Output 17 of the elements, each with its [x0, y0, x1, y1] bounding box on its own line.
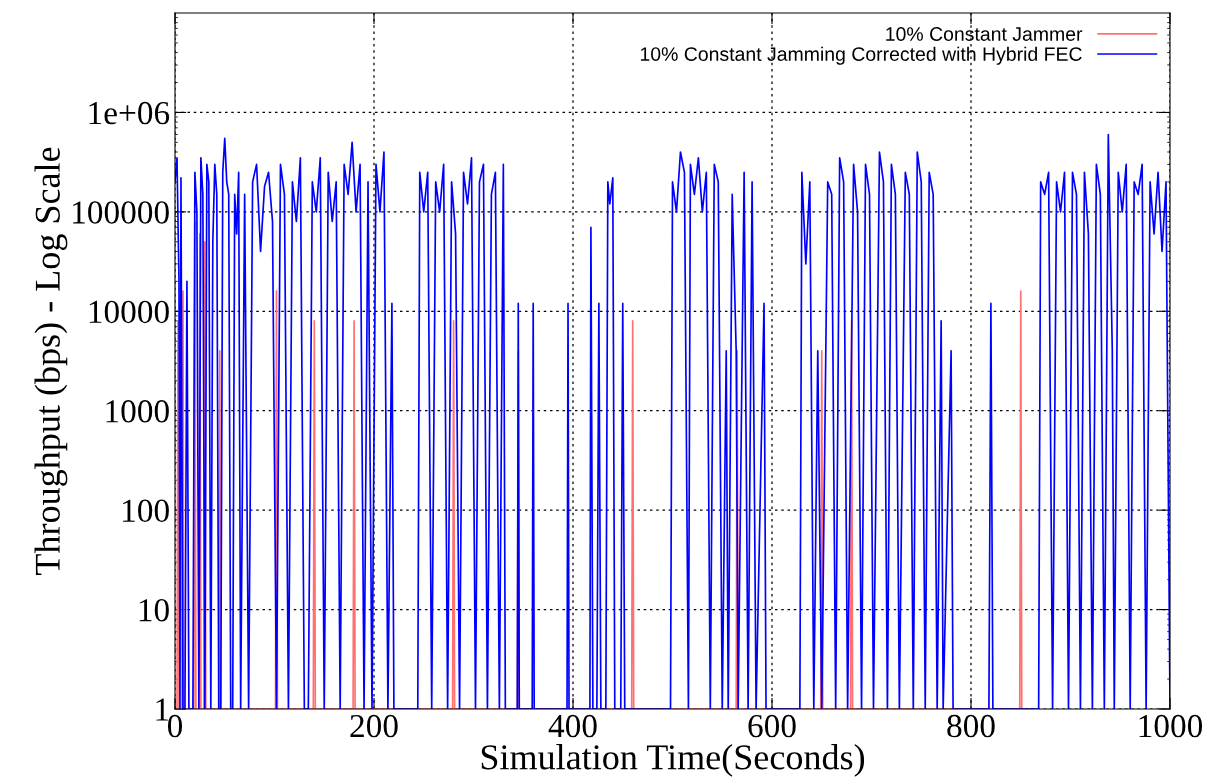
- legend-label: 10% Constant Jamming Corrected with Hybrid FEC: [640, 46, 1082, 65]
- y-tick-label: 10000: [89, 300, 169, 324]
- legend-label: 10% Constant Jammer: [886, 27, 1083, 41]
- y-tick-label: 1000: [106, 400, 169, 423]
- y-tick-label: 10: [139, 598, 169, 622]
- x-tick-label: 0: [167, 714, 183, 738]
- x-tick-label: 200: [350, 714, 398, 738]
- x-tick-label: 600: [748, 714, 796, 738]
- y-tick-label: 100000: [73, 201, 169, 224]
- x-tick-label: 1000: [1139, 714, 1203, 738]
- y-tick-label: 1e+06: [89, 101, 170, 125]
- x-axis-title: Simulation Time(Seconds): [481, 744, 865, 777]
- x-tick-label: 800: [947, 714, 995, 738]
- y-axis-title: Throughput (bps) - Log Scale: [34, 147, 68, 575]
- y-tick-label: 1: [156, 698, 169, 721]
- x-tick-label: 400: [548, 714, 597, 738]
- y-tick-label: 100: [123, 499, 169, 523]
